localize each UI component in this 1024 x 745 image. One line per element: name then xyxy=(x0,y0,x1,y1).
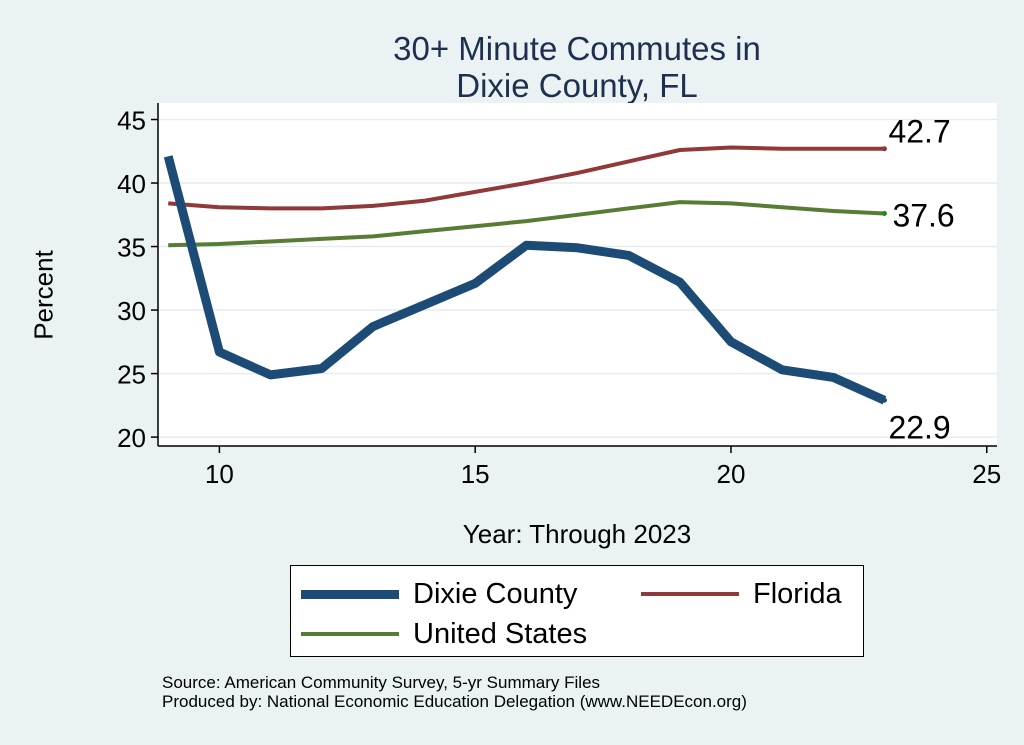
x-tick-label-10: 10 xyxy=(205,459,234,489)
line-chart: 20 25 30 35 40 45 10 15 20 25 22.9 42.7 37.6 xyxy=(117,103,1001,489)
y-tick-label-40: 40 xyxy=(117,169,146,199)
y-tick-label-45: 45 xyxy=(117,106,146,136)
end-label-united-states: 37.6 xyxy=(892,198,954,234)
chart-title-line-1: 30+ Minute Commutes in xyxy=(393,30,761,67)
legend-label-united-states: United States xyxy=(413,617,588,650)
end-label-florida: 42.7 xyxy=(888,114,950,150)
legend-swatch-dixie-county xyxy=(301,589,399,599)
y-tick-label-35: 35 xyxy=(117,233,146,263)
series-line-florida xyxy=(168,145,885,211)
legend-item-florida: Florida xyxy=(641,577,842,611)
x-tick-label-25: 25 xyxy=(972,459,1001,489)
y-tick-label-25: 25 xyxy=(117,360,146,390)
source-line-2: Produced by: National Economic Education… xyxy=(162,692,747,711)
legend-label-florida: Florida xyxy=(753,577,842,610)
legend-swatch-united-states xyxy=(301,632,399,636)
y-axis-label: Percent xyxy=(28,250,59,340)
x-tick-label-15: 15 xyxy=(461,459,490,489)
end-label-dixie-county: 22.9 xyxy=(888,409,950,445)
series-line-dixie-county xyxy=(163,155,887,405)
source-line-1: Source: American Community Survey, 5-yr … xyxy=(162,673,601,692)
chart-title-line-2: Dixie County, FL xyxy=(456,67,698,104)
y-axis-label-container: Percent xyxy=(24,250,64,340)
legend-item-dixie-county: Dixie County xyxy=(301,577,577,611)
source-note: Source: American Community Survey, 5-yr … xyxy=(162,673,747,711)
y-tick-label-30: 30 xyxy=(117,296,146,326)
x-axis-label: Year: Through 2023 xyxy=(462,519,692,549)
end-point-florida xyxy=(881,146,887,152)
legend-swatch-florida xyxy=(641,592,739,596)
legend: Dixie County Florida United States xyxy=(290,565,864,657)
series-line-united-states xyxy=(168,200,885,248)
end-point-dixie-county xyxy=(881,397,887,403)
legend-label-dixie-county: Dixie County xyxy=(413,577,578,610)
legend-item-united-states: United States xyxy=(301,617,587,651)
end-point-united-states xyxy=(881,211,887,217)
x-tick-label-20: 20 xyxy=(717,459,746,489)
y-tick-label-20: 20 xyxy=(117,423,146,453)
